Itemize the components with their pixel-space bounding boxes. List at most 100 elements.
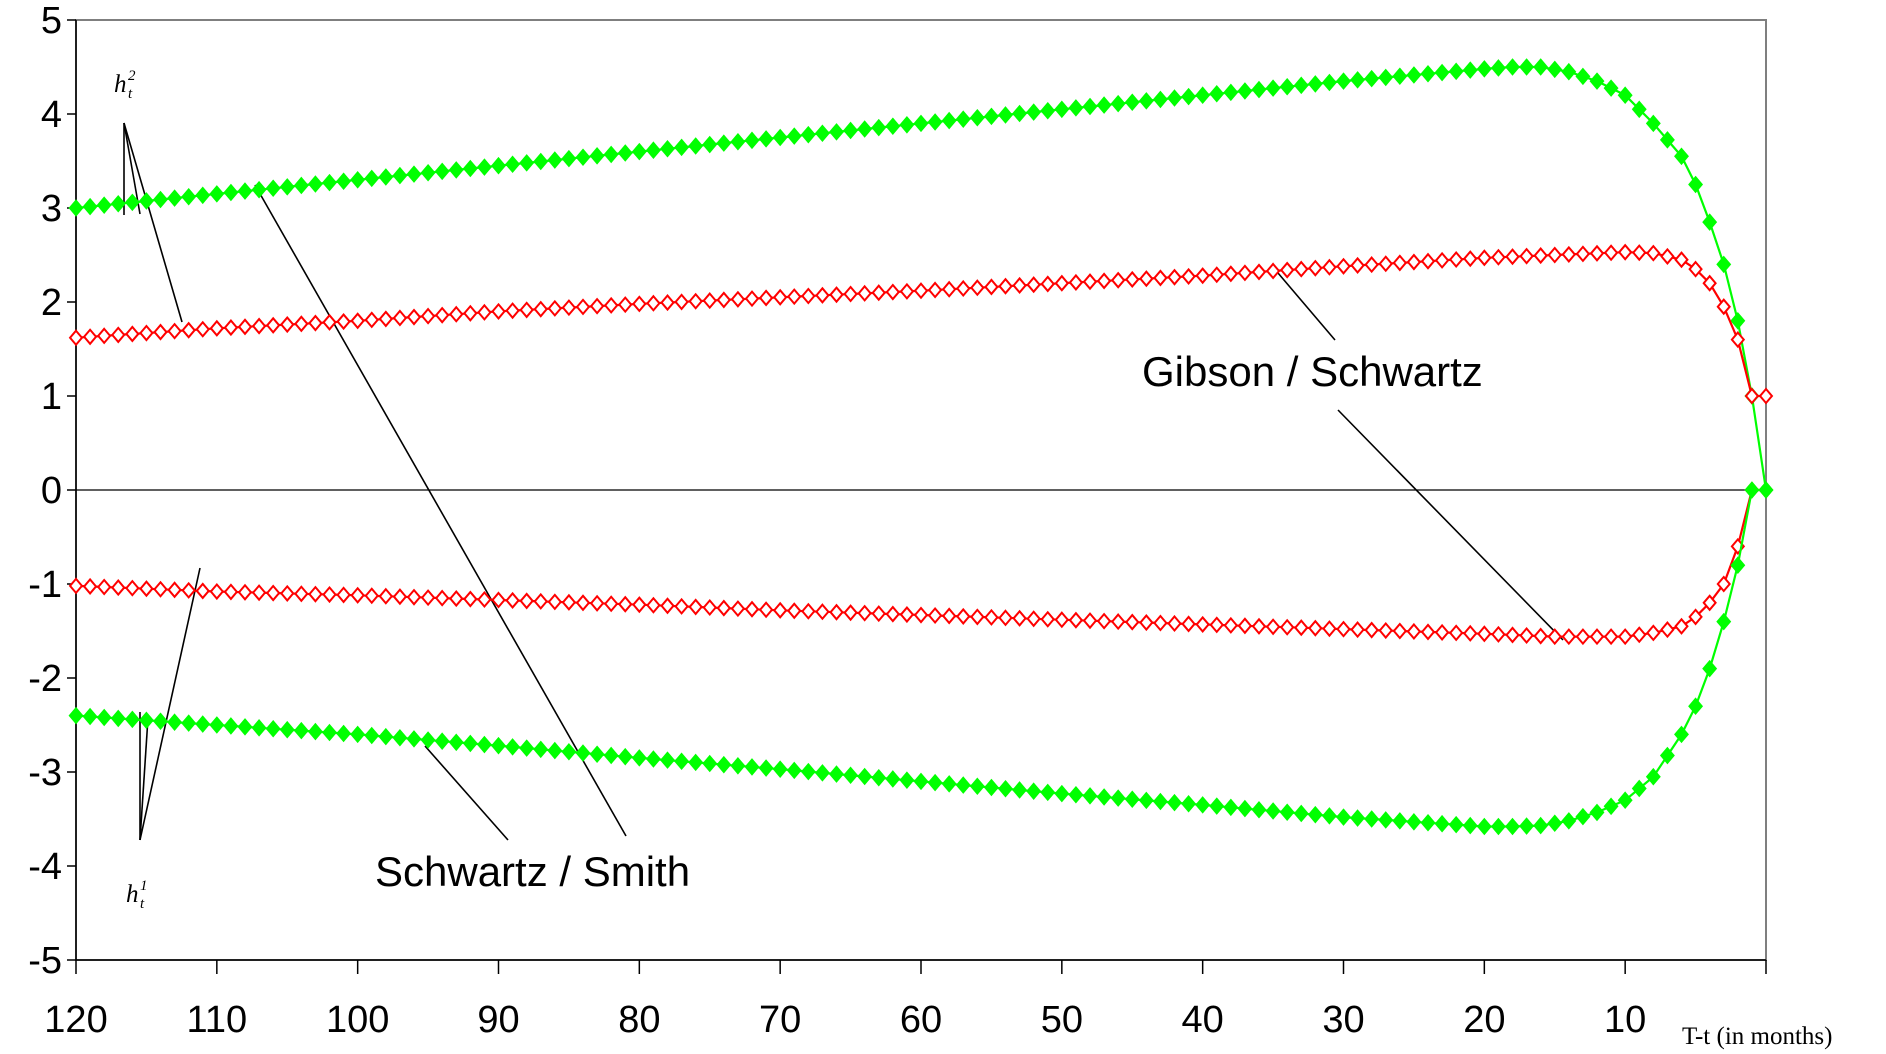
data-point — [167, 322, 182, 340]
data-point — [138, 192, 154, 210]
data-point — [1533, 627, 1548, 645]
x-tick-label: 60 — [900, 999, 942, 1041]
data-point — [1082, 97, 1098, 116]
data-point — [1730, 331, 1746, 349]
data-point — [420, 163, 436, 182]
data-point — [969, 777, 985, 796]
data-point — [265, 719, 281, 738]
data-point — [561, 743, 577, 761]
data-point — [1688, 608, 1703, 626]
data-point — [1040, 275, 1056, 293]
data-point — [1716, 255, 1732, 274]
data-point — [519, 739, 535, 757]
data-point — [1139, 270, 1154, 288]
leader-line — [424, 745, 509, 841]
data-point — [1519, 817, 1535, 835]
data-point — [758, 130, 774, 148]
data-point — [195, 186, 211, 205]
data-point — [519, 592, 534, 610]
data-point — [702, 754, 718, 773]
series-gs_h2 — [68, 243, 1774, 405]
data-point — [645, 141, 661, 159]
data-point — [1054, 274, 1070, 292]
data-point — [420, 589, 436, 607]
data-point — [1265, 618, 1281, 636]
data-point — [857, 767, 873, 786]
data-point — [110, 326, 126, 344]
data-point — [1237, 264, 1253, 282]
data-point — [1589, 628, 1605, 646]
data-point — [1476, 60, 1492, 78]
data-point — [547, 151, 563, 169]
data-point — [843, 604, 858, 622]
data-point — [941, 607, 957, 625]
data-point — [293, 721, 309, 740]
data-point — [336, 724, 352, 743]
data-point — [1308, 619, 1323, 637]
data-point — [899, 282, 915, 300]
data-point — [1702, 594, 1717, 612]
data-point — [772, 288, 788, 306]
data-point — [927, 281, 943, 299]
data-point — [589, 745, 605, 764]
data-point — [702, 135, 718, 154]
data-point — [336, 313, 351, 331]
data-point — [1265, 79, 1281, 97]
leader-line — [1277, 272, 1336, 341]
data-point — [1082, 787, 1098, 805]
data-point — [801, 287, 816, 305]
data-point — [1758, 387, 1774, 405]
data-point — [589, 297, 605, 315]
data-point — [913, 114, 929, 133]
annotation-h2-sub: t — [128, 86, 133, 102]
data-point — [927, 606, 943, 625]
data-point — [476, 735, 492, 754]
x-tick-label: 50 — [1041, 999, 1083, 1041]
data-point — [153, 323, 168, 341]
data-point — [843, 285, 858, 303]
annotation-schwartz-smith: Schwartz / Smith — [375, 848, 690, 895]
y-tick-label: 0 — [41, 470, 62, 512]
data-point — [969, 108, 985, 127]
data-point — [1167, 89, 1182, 107]
data-point — [814, 764, 830, 782]
data-point — [984, 278, 999, 296]
data-point — [688, 292, 703, 310]
data-point — [786, 602, 802, 620]
data-point — [617, 595, 633, 613]
data-point — [998, 106, 1013, 124]
data-point — [491, 736, 506, 755]
data-point — [857, 604, 872, 622]
data-point — [660, 294, 675, 312]
data-point — [801, 602, 816, 620]
data-point — [970, 279, 985, 297]
data-point — [575, 744, 591, 762]
data-point — [631, 142, 647, 161]
data-point — [702, 292, 718, 310]
data-point — [603, 296, 619, 314]
data-point — [279, 584, 295, 602]
data-point — [1209, 616, 1225, 634]
data-point — [998, 609, 1013, 627]
data-point — [1420, 813, 1436, 832]
data-point — [308, 585, 323, 603]
data-point — [533, 740, 549, 759]
data-point — [730, 132, 746, 151]
leader-line — [139, 567, 201, 841]
data-point — [660, 751, 675, 769]
data-point — [1293, 76, 1309, 95]
data-point — [1096, 612, 1112, 630]
data-point — [814, 124, 830, 143]
data-point — [378, 587, 394, 605]
data-point — [82, 197, 98, 216]
data-point — [1730, 312, 1746, 330]
data-point — [1195, 267, 1210, 285]
data-point — [1406, 253, 1422, 271]
x-tick-label: 30 — [1322, 999, 1364, 1041]
data-point — [1448, 62, 1464, 81]
data-point — [983, 778, 999, 797]
data-point — [350, 586, 365, 604]
data-point — [96, 327, 112, 345]
data-point — [702, 598, 718, 617]
